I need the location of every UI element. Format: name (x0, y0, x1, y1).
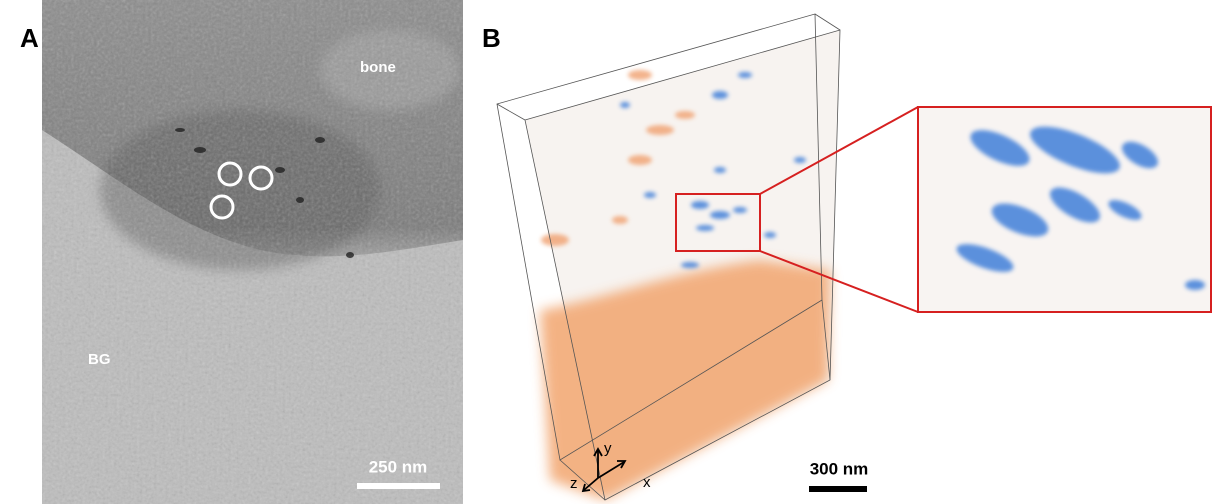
figure: A bone BG 250 nm B (0, 0, 1212, 504)
axis-label: x (643, 474, 651, 491)
micrograph (42, 0, 463, 504)
panel-label: B (482, 23, 501, 53)
scale-bar (809, 486, 867, 492)
scale-bar-label: 300 nm (810, 459, 869, 478)
axis-label: y (604, 440, 612, 457)
annotation: BG (88, 351, 111, 368)
panel-label: A (20, 23, 39, 53)
scale-bar (357, 483, 440, 489)
axis-label: z (570, 475, 578, 492)
volume-render (497, 14, 840, 500)
annotation: bone (360, 59, 396, 76)
scale-bar-label: 250 nm (369, 457, 428, 476)
zoom-inset (918, 107, 1212, 312)
